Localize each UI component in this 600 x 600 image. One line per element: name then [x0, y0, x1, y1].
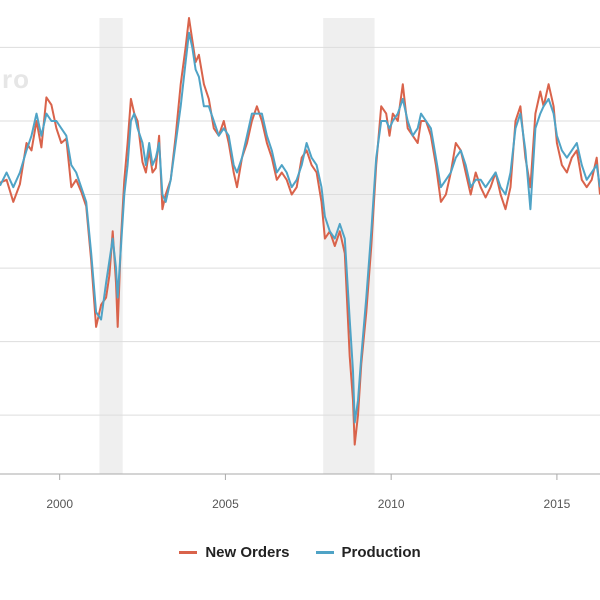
recession-band-2: [323, 18, 375, 474]
series-line-production: [0, 31, 600, 424]
legend-swatch-production: [315, 550, 334, 554]
x-tick-label-2000: 2000: [46, 497, 73, 511]
legend-item-new-orders[interactable]: New Orders: [179, 543, 290, 561]
watermark-logo: ro: [2, 64, 30, 94]
x-tick-label-2015: 2015: [544, 497, 571, 511]
chart-legend: New Orders Production: [0, 540, 600, 564]
x-tick-label-2010: 2010: [378, 497, 405, 511]
legend-swatch-new-orders: [179, 550, 198, 554]
recession-bands: [99, 18, 375, 474]
series-lines: [0, 17, 600, 446]
legend-label-new-orders: New Orders: [205, 543, 290, 561]
legend-item-production[interactable]: Production: [315, 543, 421, 561]
x-axis: 2000 2005 2010 2015: [0, 473, 600, 511]
legend-label-production: Production: [341, 543, 421, 561]
x-tick-label-2005: 2005: [212, 497, 239, 511]
